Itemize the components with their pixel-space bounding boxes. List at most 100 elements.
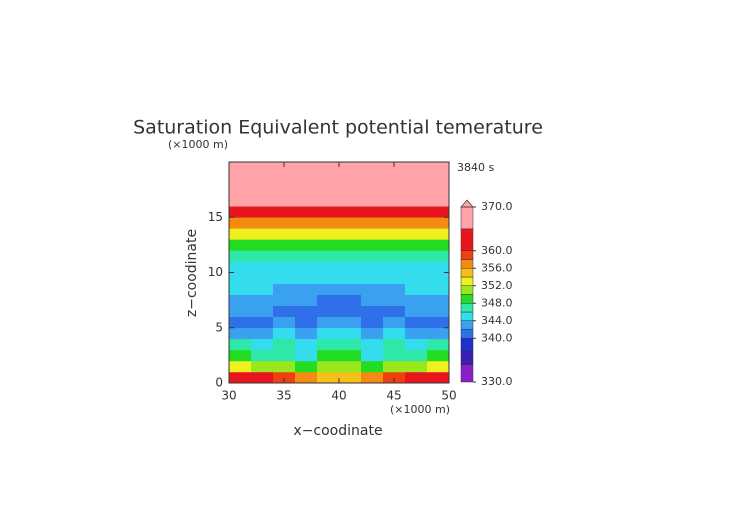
- field-cell: [251, 349, 274, 362]
- field-cell: [251, 184, 274, 196]
- colorbar-segment: [460, 259, 474, 269]
- field-cell: [317, 206, 340, 218]
- field-cell: [405, 327, 428, 340]
- field-cell: [383, 349, 406, 362]
- field-cell: [317, 305, 340, 317]
- field-cell: [427, 217, 450, 229]
- x-tick-label: 50: [441, 389, 456, 403]
- field-cell: [427, 371, 450, 384]
- colorbar-segment: [460, 351, 474, 365]
- field-cell: [273, 195, 296, 207]
- field-cell: [361, 283, 384, 295]
- field-cell: [339, 283, 362, 295]
- field-cell: [339, 272, 362, 284]
- field-cell: [229, 206, 252, 218]
- field-cell: [405, 294, 428, 306]
- colorbar-tick-label: 344.0: [481, 314, 513, 327]
- field-cell: [273, 283, 296, 295]
- field-cell: [427, 360, 450, 373]
- field-cell: [383, 228, 406, 240]
- field-cell: [427, 316, 450, 329]
- field-cell: [361, 184, 384, 196]
- colorbar-segment: [460, 364, 474, 383]
- field-cell: [405, 173, 428, 185]
- field-cell: [339, 250, 362, 262]
- field-cell: [427, 195, 450, 207]
- field-cell: [361, 206, 384, 218]
- field-cell: [229, 228, 252, 240]
- colorbar-extension: [460, 199, 474, 208]
- y-axis-label: z−coodinate: [184, 229, 200, 317]
- field-cell: [229, 316, 252, 329]
- field-cell: [251, 294, 274, 306]
- field-cell: [339, 173, 362, 185]
- field-cell: [273, 305, 296, 317]
- y-unit: (×1000 m): [168, 138, 228, 151]
- field-cell: [427, 294, 450, 306]
- field-cell: [295, 184, 318, 196]
- field-cell: [317, 184, 340, 196]
- colorbar-tick-label: 340.0: [481, 331, 513, 344]
- field-cell: [339, 360, 362, 373]
- field-cell: [339, 305, 362, 317]
- field-cell: [361, 327, 384, 340]
- field-cell: [295, 250, 318, 262]
- field-cell: [405, 360, 428, 373]
- colorbar-segment: [460, 276, 474, 286]
- time-annotation: 3840 s: [457, 161, 494, 174]
- colorbar-segment: [460, 206, 474, 230]
- field-cell: [251, 228, 274, 240]
- field-cell: [339, 195, 362, 207]
- field-cell: [405, 228, 428, 240]
- field-cell: [295, 228, 318, 240]
- field-cell: [383, 250, 406, 262]
- field-cell: [273, 162, 296, 174]
- colorbar-tick-label: 348.0: [481, 296, 513, 309]
- field-cell: [251, 206, 274, 218]
- field-cell: [273, 316, 296, 329]
- colorbar-segment: [460, 329, 474, 339]
- field-cell: [405, 338, 428, 351]
- field-cell: [427, 261, 450, 273]
- field-cell: [229, 250, 252, 262]
- field-cell: [427, 338, 450, 351]
- field-cell: [273, 327, 296, 340]
- field-cell: [229, 217, 252, 229]
- field-cell: [295, 283, 318, 295]
- field-cell: [295, 272, 318, 284]
- field-cell: [361, 261, 384, 273]
- field-cell: [383, 327, 406, 340]
- field-cell: [251, 239, 274, 251]
- field-cell: [273, 272, 296, 284]
- field-cell: [317, 250, 340, 262]
- field-cell: [251, 261, 274, 273]
- field-cell: [383, 195, 406, 207]
- field-cell: [361, 338, 384, 351]
- field-cell: [317, 371, 340, 384]
- field-cell: [339, 184, 362, 196]
- field-cell: [229, 349, 252, 362]
- field-cell: [339, 206, 362, 218]
- field-cell: [361, 272, 384, 284]
- field-cell: [361, 217, 384, 229]
- field-cell: [383, 261, 406, 273]
- field-cell: [229, 305, 252, 317]
- y-tick-label: 5: [215, 320, 223, 334]
- field-cell: [229, 360, 252, 373]
- field-cell: [295, 305, 318, 317]
- colorbar-segment: [460, 294, 474, 304]
- field-cell: [273, 173, 296, 185]
- field-cell: [295, 338, 318, 351]
- field-cell: [229, 195, 252, 207]
- field-cell: [317, 283, 340, 295]
- field-cell: [273, 250, 296, 262]
- field-cell: [339, 228, 362, 240]
- field-cell: [295, 349, 318, 362]
- field-cell: [405, 283, 428, 295]
- field-cell: [317, 195, 340, 207]
- field-cell: [383, 371, 406, 384]
- field-cell: [229, 327, 252, 340]
- field-cell: [273, 239, 296, 251]
- field-cell: [273, 184, 296, 196]
- field-cell: [405, 250, 428, 262]
